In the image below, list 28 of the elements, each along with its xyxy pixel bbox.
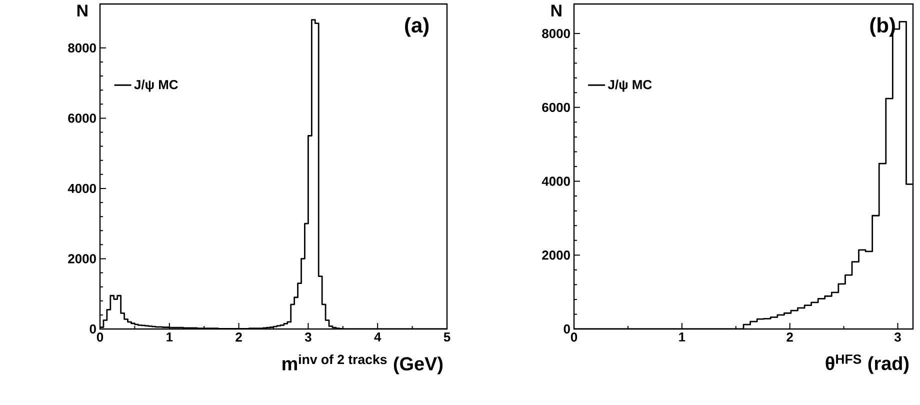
y-tick-label: 0 bbox=[90, 324, 96, 334]
x-tick-label: 0 bbox=[96, 332, 104, 342]
y-tick-label: 2000 bbox=[68, 254, 96, 264]
x-tick-label: 2 bbox=[786, 332, 793, 342]
x-tick-label: 3 bbox=[894, 332, 901, 342]
x-tick-label: 0 bbox=[570, 332, 578, 342]
y-tick-label: 4000 bbox=[542, 176, 570, 186]
annotation: (a) bbox=[405, 17, 429, 37]
y-tick-label: 8000 bbox=[68, 43, 96, 53]
x-axis-title: θ$^{HFS}$ (rad) bbox=[826, 354, 909, 374]
x-tick-label: 1 bbox=[679, 332, 686, 342]
y-axis-title: N bbox=[551, 4, 562, 16]
x-tick-label: 5 bbox=[444, 332, 450, 342]
y-tick-label: 0 bbox=[564, 324, 570, 334]
x-tick-label: 1 bbox=[166, 332, 173, 342]
legend-label: J/ψ MC bbox=[608, 80, 652, 92]
x-tick-label: 3 bbox=[304, 332, 312, 342]
y-tick-label: 6000 bbox=[68, 114, 96, 123]
x-axis-title: $\textbf{m}^{\textbf{inv of 2 tracks}}\textbf{ (GeV)}$ bbox=[282, 354, 443, 374]
y-tick-label: 8000 bbox=[542, 28, 570, 38]
y-axis-title: N bbox=[77, 4, 88, 16]
x-tick-label: 2 bbox=[236, 332, 242, 342]
y-tick-label: 6000 bbox=[542, 102, 570, 112]
y-tick-label: 2000 bbox=[542, 250, 570, 260]
annotation: (b) bbox=[870, 17, 895, 37]
y-tick-label: 4000 bbox=[68, 184, 96, 194]
legend-label: J/ψ MC bbox=[134, 80, 178, 92]
x-tick-label: 4 bbox=[374, 332, 382, 342]
